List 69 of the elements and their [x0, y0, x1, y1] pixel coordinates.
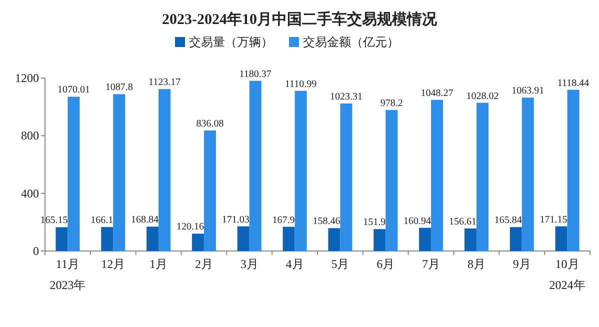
bar — [192, 234, 204, 251]
data-label: 1118.44 — [557, 78, 590, 89]
bar — [431, 100, 444, 251]
bar — [464, 228, 476, 251]
bar — [68, 96, 80, 251]
text: 2024年 — [549, 278, 586, 292]
data-label: 1023.31 — [330, 91, 362, 102]
data-label: 1048.27 — [420, 88, 454, 99]
x-tick-label: 1月 — [150, 257, 168, 271]
bar — [340, 103, 352, 251]
bar — [294, 90, 307, 251]
x-tick-label: 8月 — [467, 257, 486, 271]
bar — [158, 89, 171, 251]
bar — [522, 98, 534, 251]
data-label: 1087.8 — [105, 82, 133, 94]
text: 2023年 — [50, 278, 86, 292]
bar — [419, 228, 432, 251]
x-tick-label: 11月 — [56, 257, 80, 271]
data-label: 156.61 — [448, 216, 476, 228]
data-label: 171.15 — [540, 214, 568, 226]
bar — [567, 90, 580, 251]
y-tick-label: 400 — [21, 186, 39, 200]
data-label: 1110.99 — [284, 78, 317, 90]
bar — [328, 228, 340, 251]
data-label: 1123.17 — [148, 77, 181, 88]
data-label: 1063.91 — [512, 86, 544, 97]
bar — [249, 80, 262, 251]
data-label: 166.1 — [90, 215, 114, 226]
bar — [56, 227, 68, 251]
data-label: 165.84 — [494, 215, 522, 226]
data-label: 1028.02 — [466, 90, 499, 102]
y-tick-label: 0 — [33, 244, 39, 258]
bar — [282, 226, 295, 251]
x-tick-label: 4月 — [286, 257, 304, 271]
bar — [101, 227, 114, 251]
x-tick-label: 12月 — [101, 257, 126, 271]
x-tick-label: 6月 — [376, 257, 395, 271]
bar — [113, 94, 126, 251]
data-label: 978.2 — [380, 98, 403, 109]
bar — [204, 130, 216, 251]
x-tick-label: 3月 — [240, 257, 258, 271]
chart-title: 2023-2024年10月中国二手车交易规模情况 — [162, 10, 438, 28]
bar — [237, 226, 250, 251]
data-label: 1070.01 — [57, 84, 90, 96]
y-tick-label: 800 — [21, 128, 39, 143]
data-label: 120.16 — [176, 222, 204, 233]
data-label: 151.9 — [363, 217, 386, 228]
legend-label: 交易量（万辆） — [189, 35, 273, 49]
bar — [476, 102, 488, 251]
x-tick-label: 2月 — [194, 257, 213, 271]
y-tick-label: 1200 — [15, 71, 39, 85]
bar — [386, 110, 398, 251]
data-label: 168.84 — [131, 214, 159, 226]
bar — [555, 226, 568, 251]
data-label: 158.46 — [312, 216, 340, 228]
bar — [146, 226, 159, 251]
data-label: 160.94 — [404, 216, 432, 227]
data-label: 167.9 — [272, 214, 295, 226]
x-tick-label: 10月 — [555, 257, 580, 271]
data-label: 171.03 — [222, 214, 250, 226]
bar — [374, 229, 386, 251]
x-tick-label: 5月 — [331, 257, 350, 271]
legend-label: 交易金额（亿元） — [303, 35, 399, 49]
data-label: 1180.37 — [239, 68, 272, 80]
x-tick-label: 7月 — [422, 257, 440, 271]
x-tick-label: 9月 — [512, 257, 531, 271]
data-label: 165.15 — [40, 215, 68, 226]
bar — [510, 227, 522, 251]
data-label: 836.08 — [196, 118, 224, 130]
